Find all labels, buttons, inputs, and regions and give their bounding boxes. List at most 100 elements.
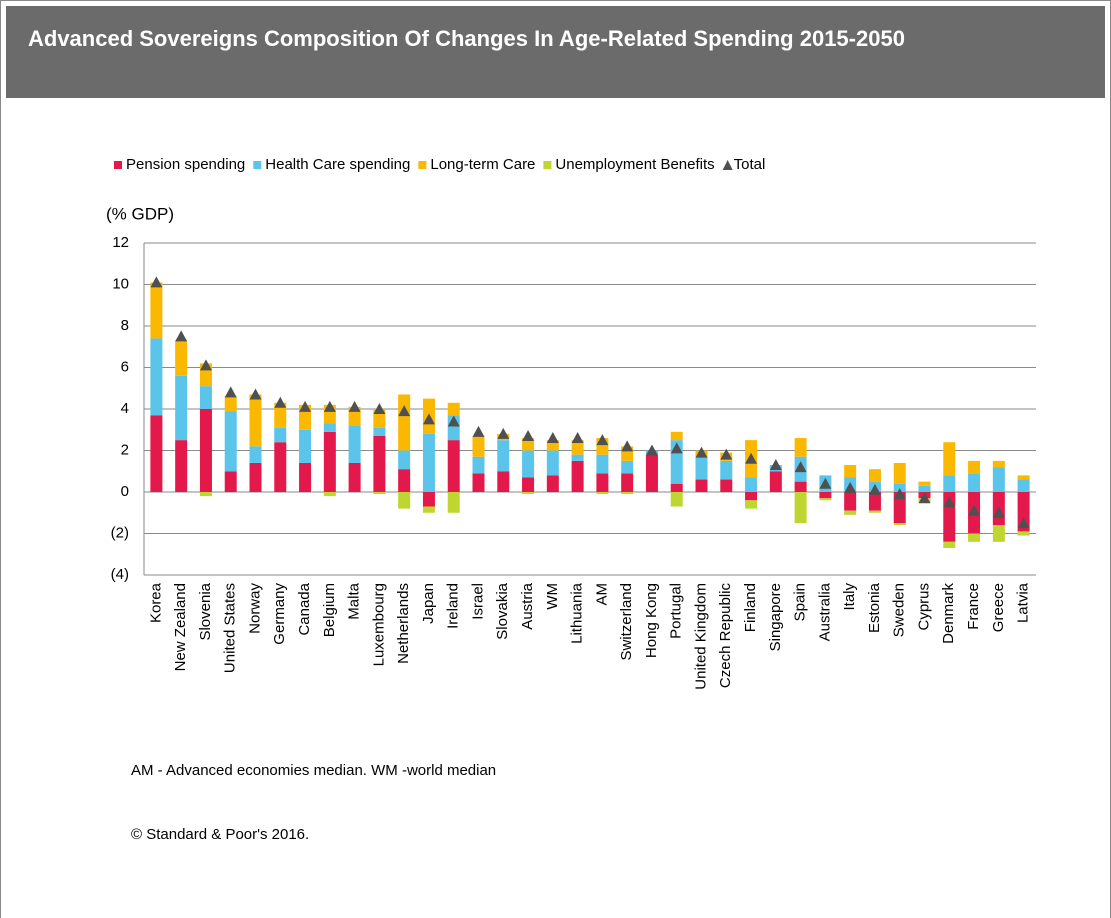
y-tick-label: 8 (121, 317, 129, 334)
bar-segment (348, 425, 361, 463)
total-marker (670, 442, 683, 454)
bar-segment (447, 402, 460, 416)
bar-segment (893, 483, 906, 492)
legend-label: Pension spending (126, 156, 245, 173)
total-marker (769, 459, 782, 471)
bar-segment (472, 456, 485, 474)
bar-segment (447, 440, 460, 492)
bar-segment (745, 477, 758, 492)
bar-segment (175, 440, 188, 492)
bar-segment (497, 440, 510, 472)
y-tick-label: 0 (121, 483, 129, 500)
x-tick-label: Ireland (445, 583, 462, 629)
bar-segment (943, 541, 956, 549)
bar-segment (621, 492, 634, 495)
header: Advanced Sovereigns Composition Of Chang… (6, 6, 1105, 98)
x-tick-label: Singapore (767, 583, 784, 651)
x-tick-label: New Zealand (172, 583, 189, 671)
bar-segment (893, 462, 906, 484)
bar-segment (943, 475, 956, 492)
x-tick-label: Italy (841, 583, 858, 611)
bar-segment (868, 510, 881, 513)
bar-segment (249, 446, 262, 463)
total-marker (150, 276, 163, 288)
total-marker (175, 330, 188, 342)
x-tick-label: Australia (816, 582, 833, 641)
legend-label: Total (734, 156, 766, 173)
bar-segment (522, 492, 535, 495)
bar-segment (1017, 479, 1030, 492)
y-tick-label: 10 (112, 275, 129, 292)
x-tick-label: Greece (990, 583, 1007, 632)
y-tick-label: 6 (121, 358, 129, 375)
bar-segment (992, 460, 1005, 468)
total-marker (943, 496, 956, 508)
bar-segment (522, 438, 535, 451)
bar-segment (918, 485, 931, 492)
legend-label: Health Care spending (265, 156, 410, 173)
x-tick-label: Norway (246, 583, 263, 634)
total-marker (844, 481, 857, 493)
bar-segment (1017, 531, 1030, 536)
bar-segment (596, 473, 609, 492)
bar-segment (844, 492, 857, 511)
x-tick-label: Netherlands (395, 583, 412, 664)
bar-segment (199, 492, 212, 497)
y-tick-label: 12 (112, 234, 129, 251)
total-marker (918, 492, 931, 504)
bar-segment (398, 469, 411, 492)
bar-segment (868, 469, 881, 482)
x-tick-label: Switzerland (618, 583, 635, 661)
x-tick-label: Estonia (866, 582, 883, 633)
total-marker (398, 405, 411, 417)
bar-segment (323, 423, 336, 432)
bar-segment (670, 483, 683, 492)
bar-segment (447, 492, 460, 513)
total-marker (1017, 517, 1030, 529)
bar-segment (1017, 475, 1030, 480)
total-marker (199, 359, 212, 371)
bar-segment (745, 500, 758, 509)
bar-segment (645, 454, 658, 492)
x-tick-label: Malta (346, 582, 363, 619)
x-tick-label: Denmark (940, 583, 957, 644)
total-marker (447, 415, 460, 427)
total-marker (224, 386, 237, 398)
total-marker (323, 400, 336, 412)
bar-segment (745, 492, 758, 501)
bar-segment (422, 433, 435, 492)
y-tick-label: 2 (121, 441, 129, 458)
bar-segment (968, 460, 981, 474)
x-tick-label: France (965, 583, 982, 630)
legend-swatch (253, 161, 262, 169)
legend-swatch (114, 161, 122, 169)
total-marker (249, 388, 262, 400)
bar-segment (968, 473, 981, 492)
bar-segment (1017, 492, 1030, 532)
total-marker (546, 432, 559, 444)
total-marker (422, 413, 435, 425)
bar-segment (373, 492, 386, 495)
bar-segment (522, 450, 535, 478)
bar-segment (299, 429, 312, 463)
bar-segment (819, 492, 832, 499)
x-tick-label: Lithuania (569, 582, 586, 644)
x-tick-label: Czech Republic (717, 583, 734, 689)
bar-segment (249, 394, 262, 447)
bar-segment (472, 473, 485, 492)
x-tick-label: Slovakia (494, 582, 511, 639)
bar-segment (422, 506, 435, 513)
bar-segment (571, 440, 584, 455)
bar-segment (274, 427, 287, 443)
x-tick-label: Canada (296, 582, 313, 635)
x-tick-label: Japan (420, 583, 437, 624)
bar-segment (571, 460, 584, 492)
x-tick-label: WM (544, 583, 561, 610)
total-marker (794, 461, 807, 473)
bar-segment (695, 456, 708, 480)
x-tick-label: Austria (519, 582, 536, 629)
bar-segment (720, 460, 733, 480)
legend-marker (722, 160, 733, 170)
